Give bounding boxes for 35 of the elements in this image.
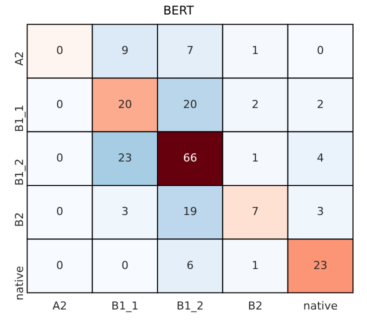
data-label: 0 bbox=[316, 44, 324, 58]
data-label: 7 bbox=[186, 44, 194, 58]
x-tick-label: B2 bbox=[248, 299, 263, 312]
data-label: 7 bbox=[252, 205, 259, 218]
data-label: 1 bbox=[252, 44, 259, 58]
data-label: 3 bbox=[121, 205, 128, 218]
data-label: 23 bbox=[118, 151, 132, 164]
x-tick-label: native bbox=[303, 299, 338, 312]
y-tick-label: B1_2 bbox=[13, 158, 26, 186]
x-tick-label: A2 bbox=[52, 299, 68, 312]
data-label: 0 bbox=[56, 205, 64, 218]
data-label: 1 bbox=[252, 151, 259, 164]
y-tick-label: A2 bbox=[13, 51, 26, 66]
data-label: 66 bbox=[183, 151, 198, 164]
x-tick-label: B1_1 bbox=[111, 299, 138, 312]
data-label: 2 bbox=[252, 98, 259, 111]
data-label: 9 bbox=[121, 44, 128, 58]
x-tick-label: B1_2 bbox=[176, 299, 204, 312]
data-label: 19 bbox=[183, 205, 198, 218]
data-label: 3 bbox=[316, 205, 324, 218]
data-label: 2 bbox=[316, 98, 324, 111]
data-label: 20 bbox=[118, 98, 132, 111]
data-label: 0 bbox=[121, 258, 128, 272]
y-tick-label: B1_1 bbox=[13, 104, 26, 132]
data-label: 0 bbox=[56, 151, 64, 164]
data-label: 6 bbox=[186, 258, 194, 272]
data-label: 23 bbox=[313, 258, 328, 272]
y-tick-label: B2 bbox=[13, 212, 26, 227]
data-label: 0 bbox=[56, 258, 64, 272]
data-label: 1 bbox=[252, 258, 259, 272]
data-label: 20 bbox=[183, 98, 198, 111]
data-label: 0 bbox=[56, 44, 64, 58]
data-label: 0 bbox=[56, 98, 64, 111]
data-label: 4 bbox=[316, 151, 324, 164]
chart-title: BERT bbox=[163, 3, 194, 18]
